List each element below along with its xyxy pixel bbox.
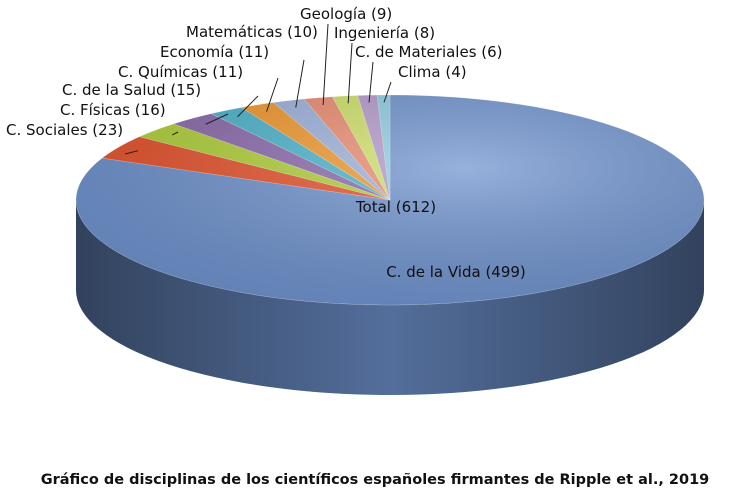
leader-line-9 (368, 61, 374, 103)
total-label: Total (612) (355, 198, 436, 216)
slice-side-shade-0 (76, 200, 704, 395)
slice-label-4: C. Químicas (11) (118, 63, 243, 81)
slice-label-7: Geología (9) (300, 5, 392, 23)
leader-line-10 (383, 81, 392, 103)
leader-line-1 (124, 150, 138, 155)
leader-lines (124, 23, 392, 155)
leader-line-7 (322, 23, 329, 105)
leader-line-2 (171, 131, 179, 136)
leader-line-8 (347, 42, 353, 104)
chart-caption: Gráfico de disciplinas de los científico… (40, 472, 710, 488)
pie-chart: C. de la Vida (499) C. Sociales (23) C. Fí… (6, 5, 705, 395)
leader-line-4 (237, 95, 259, 118)
slice-label-6: Matemáticas (10) (186, 23, 318, 41)
slice-label-8: Ingeniería (8) (334, 24, 435, 42)
slice-label-0: C. de la Vida (499) (386, 263, 526, 281)
pie-sides (76, 200, 704, 395)
pie-top-shading (76, 95, 704, 305)
slice-label-2: C. Físicas (16) (60, 101, 166, 119)
slice-label-1: C. Sociales (23) (6, 121, 123, 139)
slice-label-5: Economía (11) (160, 43, 269, 61)
pie-slices (75, 94, 705, 306)
slice-label-3: C. de la Salud (15) (62, 81, 201, 99)
leader-line-6 (295, 59, 305, 108)
slice-label-9: C. de Materiales (6) (355, 43, 503, 61)
leader-line-5 (266, 77, 279, 112)
slice-labels: C. de la Vida (499) C. Sociales (23) C. Fí… (6, 5, 526, 281)
leader-line-3 (205, 113, 229, 125)
slice-label-10: Clima (4) (398, 63, 467, 81)
